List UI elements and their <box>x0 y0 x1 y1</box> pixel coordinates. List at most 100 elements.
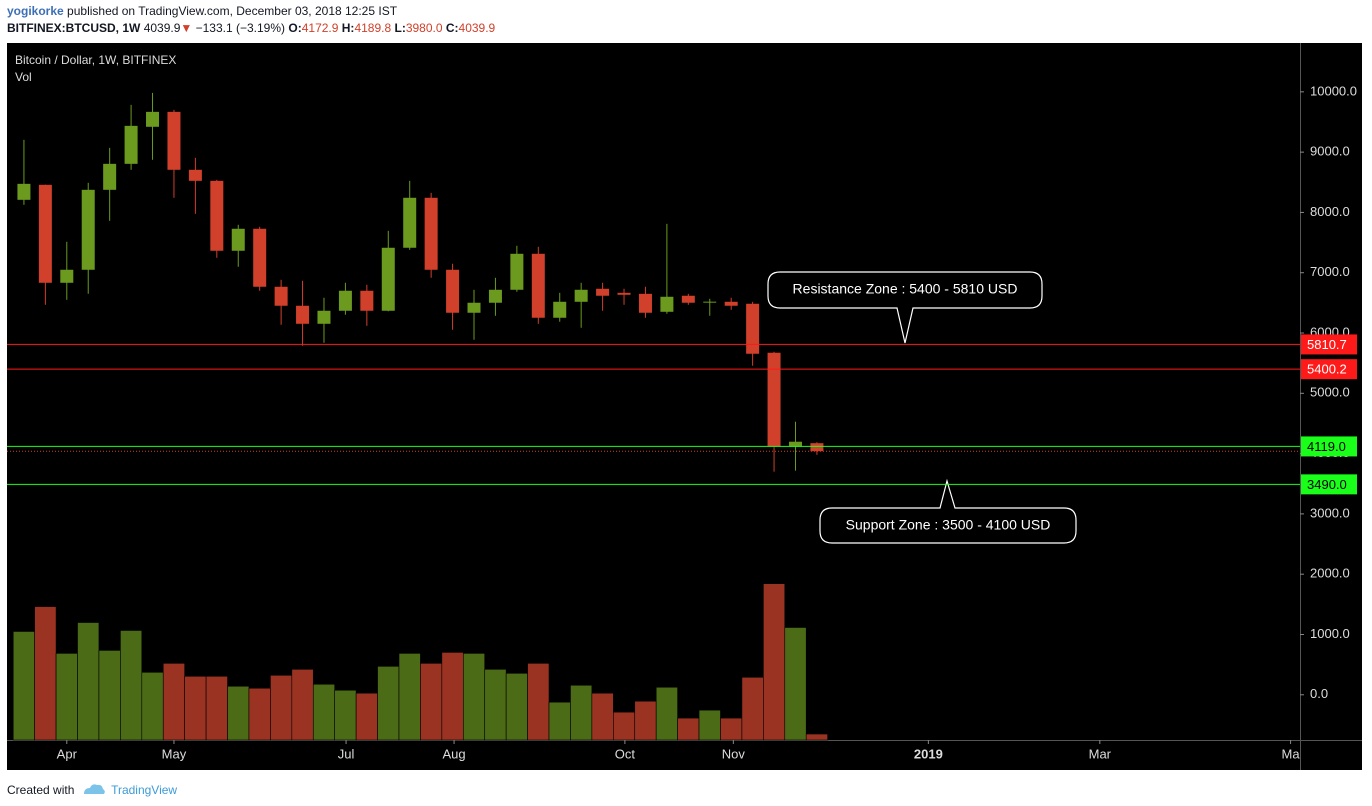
candle-body <box>660 296 674 312</box>
footer: Created with TradingView <box>7 780 177 797</box>
volume-bar <box>120 630 143 741</box>
volume-bar <box>677 717 700 741</box>
volume-bar <box>420 663 443 741</box>
volume-bar <box>441 652 464 741</box>
author[interactable]: yogikorke <box>7 4 64 18</box>
chart-title: Bitcoin / Dollar, 1W, BITFINEX <box>15 53 176 67</box>
level-label-bg <box>1301 474 1357 495</box>
y-tick-label: 2000.0 <box>1310 566 1350 581</box>
y-tick-label: 0.0 <box>1310 686 1328 701</box>
volume-bar <box>613 711 636 741</box>
volume-bar <box>720 717 743 741</box>
candle-body <box>360 290 374 311</box>
level-label: 4119.0 <box>1307 439 1346 454</box>
candle-body <box>767 352 781 447</box>
candle-body <box>338 290 352 311</box>
volume-bar <box>548 701 571 741</box>
callout <box>767 271 1043 344</box>
candle-body <box>188 169 202 181</box>
y-tick-label: 9000.0 <box>1310 144 1350 159</box>
volume-bar <box>784 627 807 741</box>
volume-bar <box>377 666 400 741</box>
volume-bar <box>98 650 121 741</box>
level-label-bg <box>1301 334 1357 355</box>
volume-bar <box>184 675 207 741</box>
candle-body <box>231 228 245 251</box>
volume-bar <box>291 669 314 741</box>
candle-body <box>510 253 524 290</box>
candle-body <box>574 289 588 302</box>
candle-body <box>424 197 438 270</box>
candle-body <box>467 302 481 313</box>
quote-line: BITFINEX:BTCUSD, 1W 4039.9▼ −133.1 (−3.1… <box>7 21 495 35</box>
candle-body <box>296 305 310 324</box>
candle-body <box>403 197 417 248</box>
published: published on TradingView.com, December 0… <box>67 4 398 18</box>
brand[interactable]: TradingView <box>111 783 178 797</box>
candle-body <box>617 292 631 295</box>
header-line: yogikorke published on TradingView.com, … <box>7 4 397 18</box>
candle-body <box>317 310 331 324</box>
level-label: 5810.7 <box>1307 337 1347 352</box>
volume-bar <box>312 683 335 741</box>
y-tick-label: 1000.0 <box>1310 626 1350 641</box>
y-tick-label: 10000.0 <box>1310 83 1357 98</box>
annotation: Resistance Zone : 5400 - 5810 USD <box>793 281 1018 297</box>
candle-body <box>103 163 117 190</box>
volume-bar <box>634 700 657 741</box>
callout <box>819 478 1077 544</box>
volume-bar <box>205 675 228 741</box>
candle-body <box>274 286 288 306</box>
volume-bar <box>484 669 507 741</box>
candle-body <box>746 303 760 354</box>
x-tick-label: Mar <box>1089 746 1112 761</box>
volume-bar <box>655 686 678 741</box>
y-tick-label: 8000.0 <box>1310 204 1350 219</box>
x-tick-label: Jul <box>338 746 355 761</box>
x-tick-label: Ma <box>1282 746 1301 761</box>
level-label: 3490.0 <box>1307 477 1347 492</box>
level-label: 5400.2 <box>1307 362 1347 377</box>
candle-body <box>703 301 717 303</box>
volume-label: Vol <box>15 70 32 84</box>
volume-bar <box>77 622 100 741</box>
volume-bar <box>505 672 528 741</box>
level-label-bg <box>1301 359 1357 380</box>
marks <box>7 92 1300 741</box>
candle-body <box>60 269 74 283</box>
candle-body <box>488 289 502 303</box>
candle-body <box>146 111 160 127</box>
volume-bar <box>141 671 164 741</box>
candle-body <box>38 184 52 283</box>
x-tick-label: Nov <box>722 746 746 761</box>
candle-body <box>596 288 610 296</box>
volume-bar <box>355 692 378 741</box>
symbol: BITFINEX:BTCUSD, 1W <box>7 21 141 35</box>
o: 4172.9 <box>301 21 339 35</box>
c-label: C: <box>445 21 459 35</box>
x-tick-label: Apr <box>57 746 78 761</box>
volume-bar <box>763 583 786 741</box>
annotation: Support Zone : 3500 - 4100 USD <box>846 517 1051 533</box>
candle-body <box>810 443 824 452</box>
c: 4039.9 <box>458 21 496 35</box>
l-label: L: <box>394 21 406 35</box>
candle-body <box>681 295 695 303</box>
candle-body <box>724 301 738 306</box>
volume-bar <box>741 676 764 741</box>
candle-body <box>531 253 545 318</box>
candle-body <box>210 180 224 251</box>
y-tick-label: 3000.0 <box>1310 505 1350 520</box>
candle-body <box>553 301 567 318</box>
volume-bar <box>398 653 421 741</box>
level-label-bg <box>1301 436 1357 457</box>
change: −133.1 (−3.19%) <box>195 21 286 35</box>
candle-body <box>81 189 95 270</box>
volume-bar <box>55 653 78 741</box>
volume-bar <box>270 674 293 741</box>
chart-bg <box>7 43 1362 770</box>
volume-bar <box>227 685 250 741</box>
logo <box>83 784 105 794</box>
